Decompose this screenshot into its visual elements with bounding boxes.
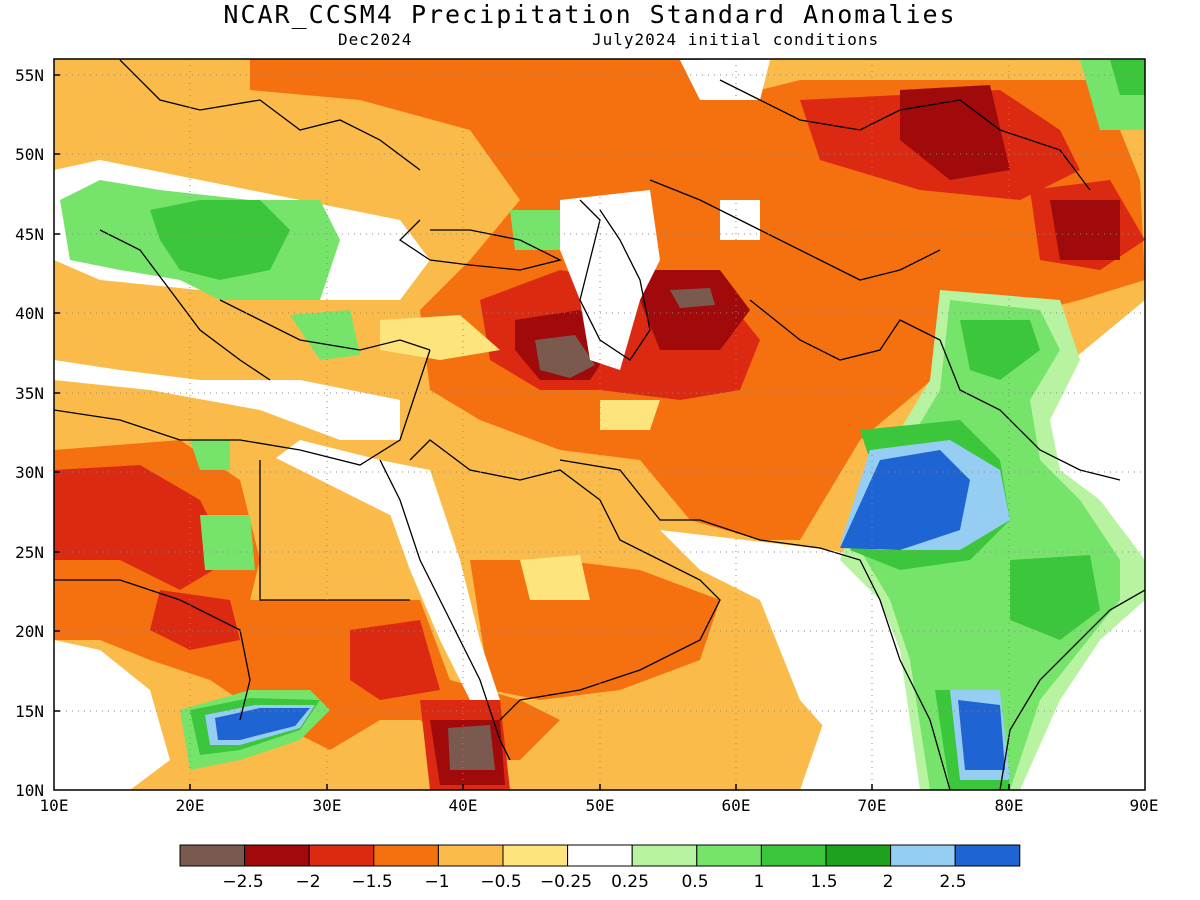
- lat-label-25n: 25N: [15, 543, 44, 562]
- colorbar-label: 0.25: [611, 872, 649, 892]
- colorbar-swatch: [502, 844, 569, 867]
- colorbar-label: 2.5: [939, 872, 967, 892]
- colorbar-label: −0.25: [539, 872, 593, 892]
- lat-label-30n: 30N: [15, 463, 44, 482]
- colorbar-label: −1: [424, 872, 450, 892]
- lat-label-55n: 55N: [15, 66, 44, 85]
- axis-ticks: [54, 74, 1010, 790]
- colorbar-label: 1.5: [810, 872, 838, 892]
- lon-label-10e: 10E: [39, 796, 69, 815]
- colorbar-swatch: [567, 844, 633, 867]
- lon-label-30e: 30E: [312, 796, 342, 815]
- colorbar-swatch: [631, 844, 698, 867]
- lat-label-10n: 10N: [15, 781, 44, 800]
- lon-label-90e: 90E: [1129, 796, 1159, 815]
- initial-conditions: July2024 initial conditions: [592, 30, 880, 49]
- colorbar-label: −2: [295, 872, 321, 892]
- lat-label-15n: 15N: [15, 702, 44, 721]
- lat-label-50n: 50N: [15, 145, 44, 164]
- colorbar-swatch: [373, 844, 439, 867]
- colorbar: [179, 844, 1021, 867]
- colorbar-swatch: [437, 844, 504, 867]
- map-title: NCAR_CCSM4 Precipitation Standard Anomal…: [223, 0, 957, 29]
- lon-label-50e: 50E: [585, 796, 615, 815]
- forecast-month: Dec2024: [338, 30, 413, 49]
- lon-label-80e: 80E: [994, 796, 1024, 815]
- coastlines: [54, 59, 1145, 790]
- colorbar-label: 2: [882, 872, 894, 892]
- colorbar-swatch: [760, 844, 827, 867]
- colorbar-swatch: [954, 844, 1021, 867]
- colorbar-swatch: [308, 844, 375, 867]
- colorbar-swatch: [890, 844, 956, 867]
- anomaly-field: [54, 59, 1145, 790]
- lat-label-40n: 40N: [15, 304, 44, 323]
- colorbar-swatch: [179, 844, 246, 867]
- lon-label-60e: 60E: [721, 796, 751, 815]
- lat-label-35n: 35N: [15, 384, 44, 403]
- colorbar-label: −2.5: [222, 872, 264, 892]
- colorbar-label: −0.5: [480, 872, 522, 892]
- colorbar-label: −1.5: [351, 872, 393, 892]
- lat-label-45n: 45N: [15, 225, 44, 244]
- lon-label-20e: 20E: [175, 796, 205, 815]
- colorbar-swatch: [696, 844, 762, 867]
- lon-label-40e: 40E: [448, 796, 478, 815]
- colorbar-swatch: [825, 844, 892, 867]
- lat-label-20n: 20N: [15, 622, 44, 641]
- colorbar-label: 0.5: [681, 872, 709, 892]
- colorbar-swatch: [244, 844, 310, 867]
- colorbar-label: 1: [753, 872, 765, 892]
- lon-label-70e: 70E: [857, 796, 887, 815]
